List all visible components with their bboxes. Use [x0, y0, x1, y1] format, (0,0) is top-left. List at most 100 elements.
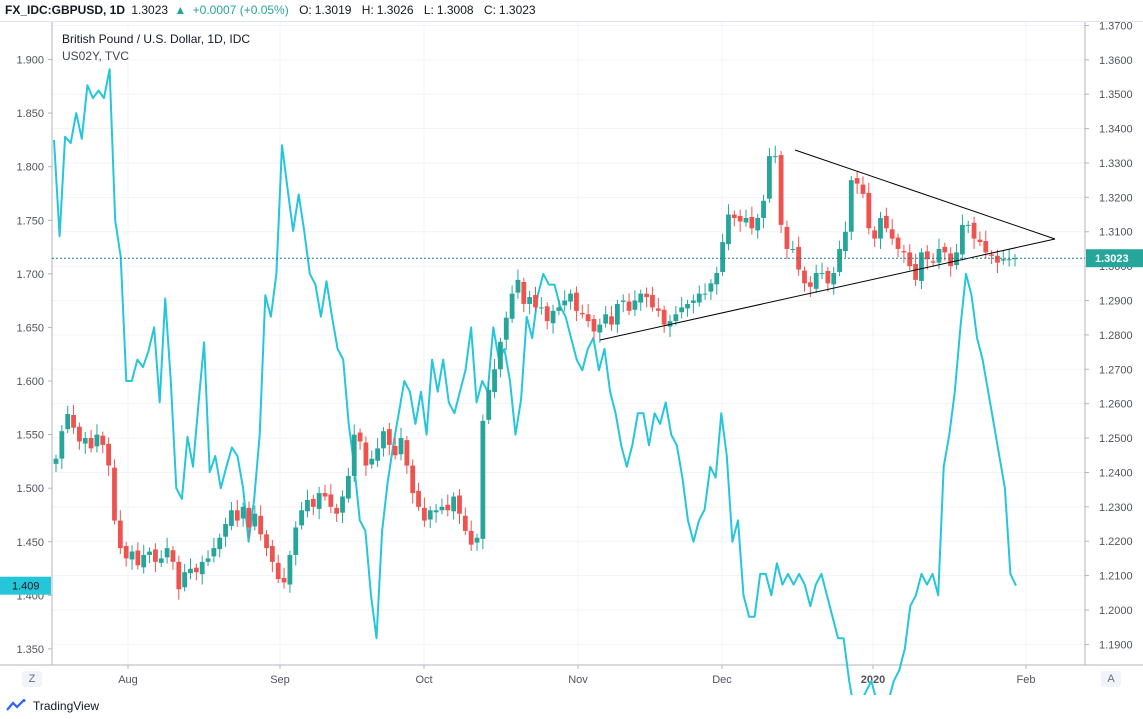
candle [345, 467, 351, 503]
candle-body [404, 440, 410, 466]
candle [398, 427, 404, 461]
candle-body [293, 527, 299, 555]
auto-scale-button[interactable]: A [1101, 671, 1121, 687]
candle-body [252, 513, 258, 527]
candle [462, 507, 468, 536]
candle-body [1000, 259, 1006, 261]
candle [392, 437, 398, 460]
lower-trendline [599, 238, 1056, 341]
candle [322, 484, 328, 501]
candle-body [433, 510, 439, 513]
right-axis-tick-label: 1.1900 [1099, 639, 1133, 651]
candle-body [919, 252, 924, 281]
candle-body [217, 537, 223, 550]
candle-body [579, 312, 585, 315]
candle [375, 438, 381, 467]
candle-body [761, 200, 766, 218]
right-axis-tick-label: 1.3700 [1099, 20, 1133, 32]
candle [883, 207, 889, 233]
candle-body [679, 307, 685, 313]
candle [936, 238, 942, 269]
candle [702, 283, 708, 300]
candle [755, 213, 761, 239]
candle-body [726, 214, 731, 245]
candle [907, 244, 913, 271]
candle-body [269, 546, 275, 562]
candle-body [363, 442, 369, 466]
candle [433, 504, 439, 523]
candle-body [585, 314, 591, 322]
open-value: 1.3019 [314, 3, 352, 17]
candle-body [240, 506, 246, 519]
candle-body [351, 434, 357, 476]
candle [223, 517, 228, 548]
candle [538, 297, 544, 315]
candle-body [234, 510, 240, 521]
bond-last-label: 1.409 [12, 581, 40, 593]
candle-body [813, 273, 819, 289]
left-price-axis[interactable]: 1.900 1.850 1.800 1.750 1.700 1.650 1.600 1.550… [0, 22, 53, 665]
candle [527, 290, 533, 315]
candle [275, 554, 281, 584]
candle [176, 555, 182, 600]
candle-body [685, 303, 690, 309]
us02y-polyline [53, 68, 1017, 695]
tradingview-logo[interactable]: TradingView [6, 699, 99, 713]
candle [614, 299, 620, 333]
candle [351, 424, 357, 483]
symbol-header: FX_IDC:GBPUSD, 1D 1.3023 ▲ +0.0007 (+0.0… [0, 0, 1143, 22]
candle-body [381, 431, 386, 449]
candle [439, 498, 445, 515]
candlestick-series [53, 145, 1018, 600]
right-axis-tick-label: 1.2300 [1099, 502, 1133, 514]
candle [53, 454, 59, 473]
candle [94, 424, 100, 453]
candle-body [59, 431, 65, 459]
trendlines[interactable] [599, 149, 1056, 341]
candle-body [854, 178, 860, 184]
candle-body [480, 420, 486, 539]
time-axis[interactable]: Aug Sep Oct Nov Dec 2020 Feb [0, 664, 1143, 686]
zoom-reset-button[interactable]: Z [22, 671, 42, 687]
candle-body [767, 156, 772, 199]
candle [644, 287, 650, 308]
candle-body [568, 293, 573, 302]
candle [334, 503, 340, 522]
candle [889, 219, 895, 245]
right-price-axis[interactable]: 1.3700 1.3600 1.3500 1.3400 1.3300 1.3200 1.31… [1084, 20, 1133, 665]
candle [199, 555, 205, 585]
left-axis-tick-label: 1.700 [16, 269, 44, 281]
candle [234, 499, 240, 527]
candle [977, 231, 983, 247]
candle-body [971, 222, 977, 239]
candle [193, 563, 199, 581]
candle [246, 501, 252, 538]
candle [790, 240, 796, 254]
candle [673, 306, 679, 326]
footer: TradingView [0, 695, 1143, 719]
right-axis-tick-label: 1.3400 [1099, 124, 1133, 136]
candle [258, 505, 264, 541]
candle [743, 209, 749, 227]
candle-body [158, 558, 164, 563]
candle-body [106, 443, 112, 466]
last-price: 1.3023 [131, 3, 169, 17]
left-axis-tick-label: 1.750 [16, 215, 44, 227]
low-value: 1.3008 [436, 3, 474, 17]
right-axis-tick-label: 1.3600 [1099, 55, 1133, 67]
candle [626, 293, 632, 315]
close-value: 1.3023 [498, 3, 536, 17]
candle-body [954, 252, 959, 266]
candle [597, 318, 603, 343]
price-chart[interactable]: 1.900 1.850 1.800 1.750 1.700 1.650 1.600 1.550… [0, 0, 1143, 695]
candle [930, 253, 936, 267]
candle-body [345, 475, 351, 499]
candle [147, 547, 152, 564]
candle-body [427, 510, 433, 520]
time-axis-label: Aug [118, 674, 138, 686]
right-axis-tick-label: 1.3500 [1099, 89, 1133, 101]
candle [971, 216, 977, 249]
price-change: +0.0007 (+0.05%) [192, 3, 289, 17]
symbol-name[interactable]: FX_IDC:GBPUSD, 1D [5, 3, 126, 17]
candle-body [188, 568, 193, 574]
